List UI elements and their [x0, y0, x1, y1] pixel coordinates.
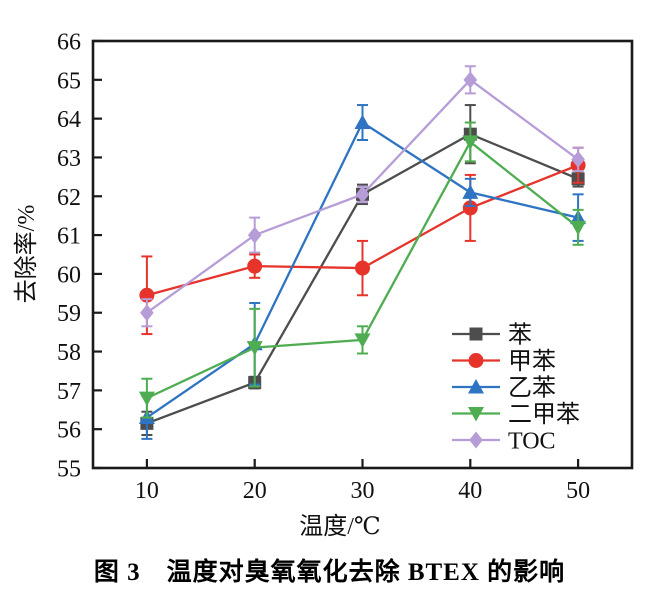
data-point-toc: [463, 71, 478, 89]
legend-label-xylene: 二甲苯: [508, 401, 580, 428]
data-point-xylene: [354, 333, 371, 348]
y-tick-label: 61: [57, 224, 81, 250]
y-tick-label: 58: [57, 340, 81, 366]
legend-item-toluene: 甲苯: [452, 348, 556, 375]
y-tick-label: 65: [57, 68, 81, 94]
legend-item-toc: TOC: [452, 429, 556, 455]
data-point-ethylbenzene: [354, 114, 371, 130]
data-point-xylene: [246, 341, 263, 356]
legend-item-benzene: 苯: [452, 322, 532, 349]
y-axis-title: 去除率/%: [13, 205, 40, 304]
legend-item-ethylbenzene: 乙苯: [452, 375, 556, 402]
y-tick-label: 63: [57, 146, 81, 172]
data-point-toluene: [462, 200, 478, 216]
data-point-toc: [571, 150, 585, 168]
series-toc: [140, 65, 585, 328]
x-tick-label: 30: [351, 478, 375, 504]
data-point-xylene: [138, 391, 155, 407]
y-tick-label: 60: [57, 262, 81, 288]
y-tick-label: 64: [57, 107, 81, 133]
figure-caption: 图 3 温度对臭氧氧化去除 BTEX 的影响: [93, 559, 566, 586]
data-point-xylene: [462, 135, 479, 150]
legend-marker-benzene: [469, 327, 483, 341]
series-xylene: [138, 121, 587, 419]
y-tick-label: 59: [57, 301, 81, 327]
x-tick-label: 50: [566, 478, 590, 504]
legend-label-benzene: 苯: [508, 322, 532, 349]
plot-layer: 55 56 57 58 59 60 61 62 63 64 65 66 10 20 30 40 50 苯甲苯乙苯二…: [57, 30, 634, 504]
y-tick-label: 56: [57, 418, 81, 444]
legend-marker-toluene: [468, 353, 484, 368]
legend-label-toc: TOC: [508, 429, 556, 455]
legend-label-toluene: 甲苯: [508, 348, 556, 375]
y-tick-label: 66: [57, 30, 81, 56]
data-point-ethylbenzene: [462, 184, 479, 199]
legend-item-xylene: 二甲苯: [452, 401, 580, 428]
x-tick-label: 20: [243, 478, 267, 504]
data-point-xylene: [570, 220, 587, 236]
x-tick-label: 10: [135, 478, 159, 504]
x-axis-title: 温度/℃: [299, 513, 381, 540]
data-point-toluene: [355, 260, 370, 276]
y-tick-label: 62: [57, 185, 81, 211]
data-point-toc: [247, 226, 262, 244]
y-tick-label: 55: [57, 457, 81, 483]
legend-marker-ethylbenzene: [468, 379, 484, 394]
y-tick-label: 57: [57, 379, 81, 405]
data-point-toc: [355, 185, 370, 203]
x-tick-label: 40: [458, 478, 482, 504]
legend-label-ethylbenzene: 乙苯: [508, 375, 556, 402]
data-point-toluene: [247, 258, 263, 274]
legend-marker-toc: [469, 431, 483, 449]
series-toluene: [139, 146, 586, 336]
data-point-toc: [140, 304, 154, 322]
chart-canvas: 55 56 57 58 59 60 61 62 63 64 65 66 10 20 30 40 50 苯甲苯乙苯二…: [13, 30, 634, 540]
legend-marker-xylene: [468, 407, 484, 422]
